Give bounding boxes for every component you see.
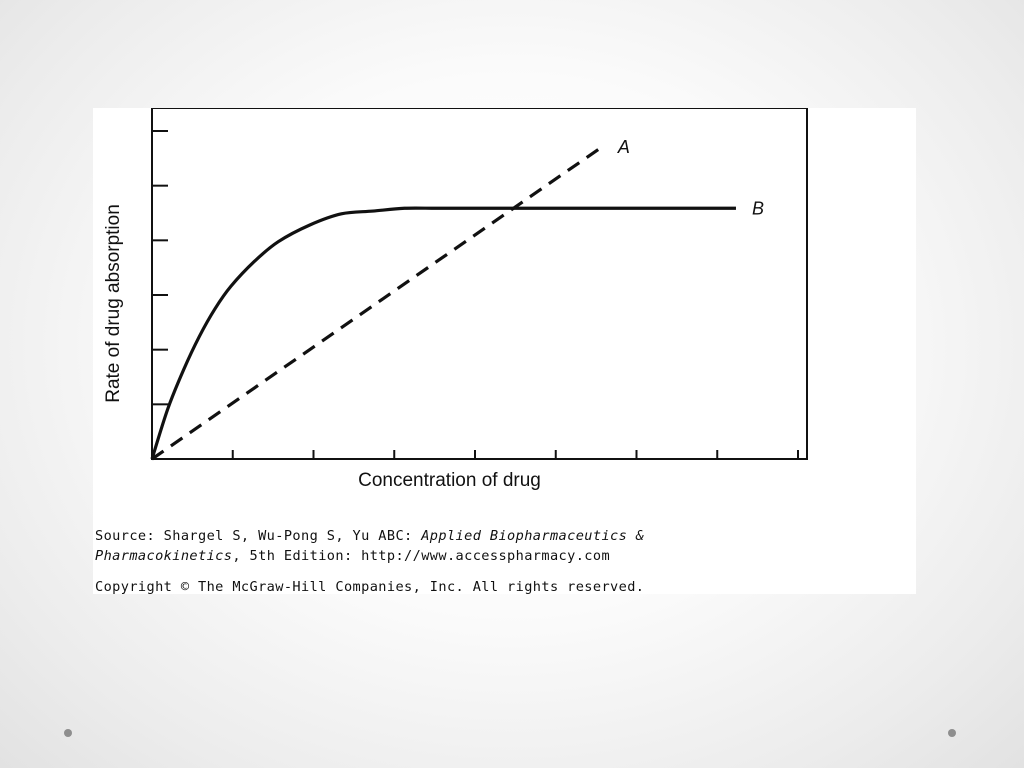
caption-copyright: Copyright © The McGraw-Hill Companies, I… xyxy=(95,579,645,595)
series-label-b: B xyxy=(752,198,764,218)
line-chart: AB Concentration of drug Rate of drug ab… xyxy=(103,108,808,491)
caption-source-line-1: Source: Shargel S, Wu-Pong S, Yu ABC: Ap… xyxy=(95,526,917,546)
chart-axes xyxy=(151,108,808,460)
figure-caption: Source: Shargel S, Wu-Pong S, Yu ABC: Ap… xyxy=(95,526,917,597)
x-axis-title: Concentration of drug xyxy=(358,470,541,491)
caption-book-title: Applied Biopharmaceutics & xyxy=(421,528,645,544)
slide-decoration-dot-right xyxy=(948,729,956,737)
chart-labels: Concentration of drug Rate of drug absor… xyxy=(103,204,541,491)
plot-frame xyxy=(151,108,808,460)
caption-edition-url: , 5th Edition: http://www.accesspharmacy… xyxy=(232,548,611,564)
caption-source-prefix: Source: Shargel S, Wu-Pong S, Yu ABC: xyxy=(95,528,422,544)
chart-series: AB xyxy=(150,137,764,461)
series-line-b xyxy=(150,206,736,460)
series-label-a: A xyxy=(617,137,630,157)
caption-source-line-2: Pharmacokinetics, 5th Edition: http://ww… xyxy=(95,546,917,566)
y-axis-title: Rate of drug absorption xyxy=(103,204,124,403)
caption-book-subtitle: Pharmacokinetics xyxy=(95,548,233,564)
slide-decoration-dot-left xyxy=(64,729,72,737)
